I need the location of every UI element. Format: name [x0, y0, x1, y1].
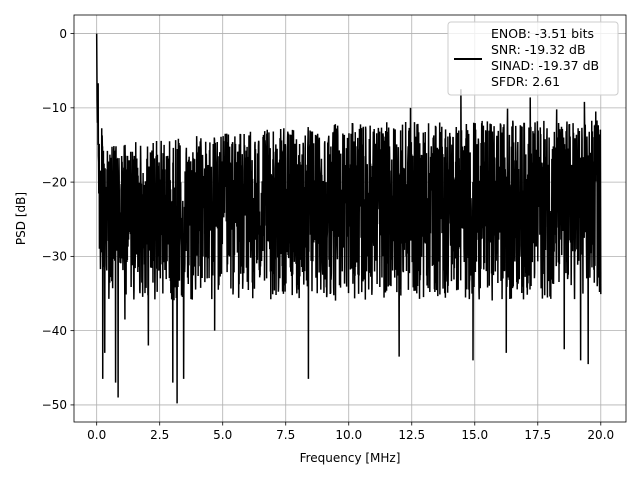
x-tick-label: 5.0 [213, 428, 232, 442]
x-tick-label: 0.0 [87, 428, 106, 442]
x-tick-label: 15.0 [461, 428, 488, 442]
legend-entry-snr: SNR: -19.32 dB [491, 42, 586, 57]
y-tick-label: −10 [42, 101, 67, 115]
ticks: 0.0 2.5 5.0 7.5 10.0 12.5 15.0 17.5 20.0 0 −10 −20 −… [42, 27, 614, 442]
x-tick-label: 12.5 [398, 428, 425, 442]
psd-series-line [95, 33, 602, 404]
y-tick-label: −30 [42, 250, 67, 264]
y-tick-label: −50 [42, 398, 67, 412]
plot-area [95, 33, 602, 404]
legend-box [447, 21, 619, 96]
legend: ENOB: -3.51 bits SNR: -19.32 dB SINAD: -… [447, 21, 619, 96]
legend-entry-sfdr: SFDR: 2.61 [491, 74, 560, 89]
x-tick-label: 2.5 [150, 428, 169, 442]
y-axis-label: PSD [dB] [14, 192, 28, 245]
y-tick-label: −20 [42, 175, 67, 189]
x-tick-label: 17.5 [524, 428, 551, 442]
legend-entry-enob: ENOB: -3.51 bits [491, 26, 594, 41]
x-tick-label: 10.0 [335, 428, 362, 442]
axes-frame [73, 14, 627, 423]
x-tick-label: 7.5 [276, 428, 295, 442]
legend-entry-sinad: SINAD: -19.37 dB [491, 58, 599, 73]
y-tick-label: 0 [59, 27, 67, 41]
x-tick-label: 20.0 [587, 428, 614, 442]
y-tick-label: −40 [42, 324, 67, 338]
x-axis-label: Frequency [MHz] [300, 451, 401, 465]
